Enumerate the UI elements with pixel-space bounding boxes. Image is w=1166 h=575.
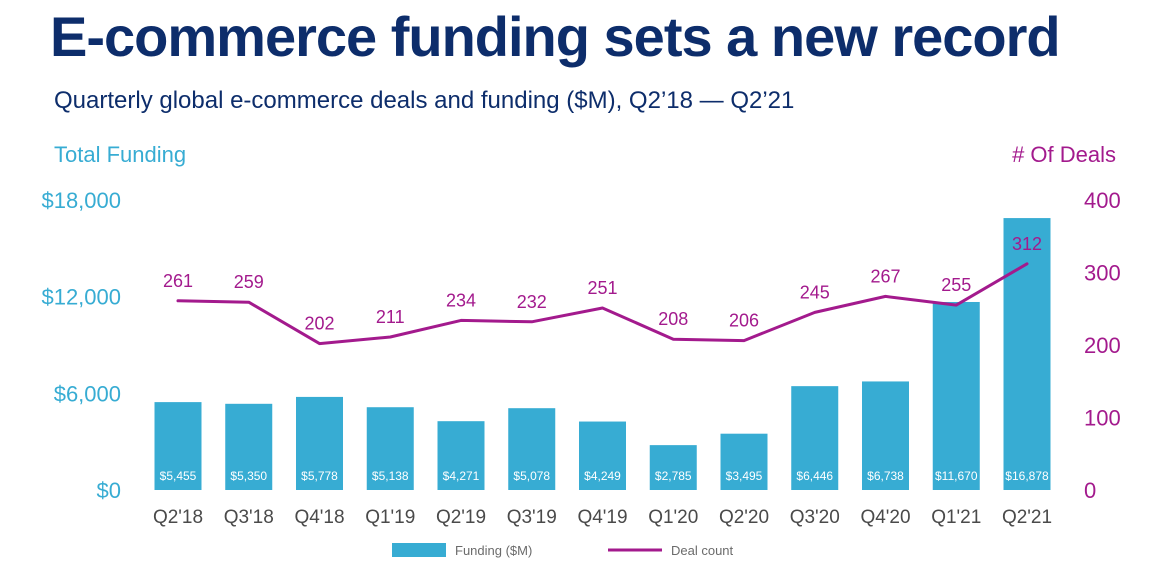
funding-bar xyxy=(154,402,202,490)
y-right-tick-label: 100 xyxy=(1084,406,1121,431)
y-left-tick-label: $12,000 xyxy=(41,285,121,310)
deal-count-label: 255 xyxy=(941,275,971,295)
deal-count-label: 211 xyxy=(376,307,405,327)
x-tick-label: Q3'20 xyxy=(790,507,840,528)
funding-bar xyxy=(649,445,697,490)
y-left-tick-label: $0 xyxy=(97,478,121,503)
deal-count-line xyxy=(176,262,1029,346)
deal-count-label: 208 xyxy=(658,309,688,329)
y-left-tick-label: $6,000 xyxy=(54,381,121,406)
x-tick-label: Q2'18 xyxy=(153,507,203,528)
funding-bar xyxy=(791,386,839,490)
funding-bar xyxy=(862,381,909,490)
x-tick-label: Q1'19 xyxy=(365,507,415,528)
funding-bar-label: $11,670 xyxy=(935,469,978,483)
deal-count-label: 261 xyxy=(163,271,193,291)
funding-bar xyxy=(579,421,626,490)
deal-count-label: 234 xyxy=(446,290,476,310)
deal-count-label: 245 xyxy=(800,282,830,302)
funding-bar-label: $5,078 xyxy=(513,469,550,483)
x-tick-label: Q3'19 xyxy=(507,507,557,528)
x-tick-label: Q1'21 xyxy=(931,507,981,528)
y-left-tick-label: $18,000 xyxy=(41,188,121,213)
chart-title: E-commerce funding sets a new record xyxy=(50,5,1061,68)
y-right-tick-label: 0 xyxy=(1084,478,1096,503)
funding-bar xyxy=(366,407,414,490)
deal-count-label: 232 xyxy=(517,292,547,312)
x-tick-label: Q2'20 xyxy=(719,507,769,528)
funding-bar xyxy=(720,433,768,490)
funding-bar-label: $5,138 xyxy=(372,469,409,483)
x-tick-label: Q2'21 xyxy=(1002,507,1052,528)
legend-deal-label: Deal count xyxy=(671,543,734,558)
deal-count-label: 206 xyxy=(729,311,759,331)
x-tick-label: Q4'20 xyxy=(860,507,910,528)
funding-bar-label: $6,446 xyxy=(796,469,833,483)
y-right-axis-title: # Of Deals xyxy=(1012,142,1116,167)
funding-bar xyxy=(296,396,343,490)
deal-count-label: 251 xyxy=(587,278,617,298)
legend-funding-swatch xyxy=(392,543,446,557)
y-right-tick-label: 400 xyxy=(1084,188,1121,213)
funding-bar xyxy=(225,403,273,490)
x-tick-label: Q4'18 xyxy=(294,507,344,528)
funding-bar-label: $5,778 xyxy=(301,469,338,483)
funding-bar xyxy=(1003,218,1051,490)
funding-bar-label: $5,350 xyxy=(230,469,267,483)
deal-count-label: 267 xyxy=(870,266,900,286)
deal-count-label: 259 xyxy=(234,272,264,292)
chart-subtitle: Quarterly global e-commerce deals and fu… xyxy=(54,87,795,114)
funding-bar-label: $4,271 xyxy=(443,469,480,483)
y-right-tick-label: 200 xyxy=(1084,333,1121,358)
funding-bar-label: $4,249 xyxy=(584,469,621,483)
funding-bar xyxy=(508,408,556,490)
x-tick-label: Q1'20 xyxy=(648,507,698,528)
x-tick-label: Q4'19 xyxy=(577,507,627,528)
funding-bar-label: $2,785 xyxy=(655,469,692,483)
funding-bar-label: $3,495 xyxy=(726,469,763,483)
funding-bar-label: $6,738 xyxy=(867,469,904,483)
funding-bar xyxy=(437,421,485,490)
y-right-tick-label: 300 xyxy=(1084,261,1121,286)
funding-bar-label: $16,878 xyxy=(1005,469,1049,483)
deal-count-label: 202 xyxy=(304,314,334,334)
y-left-axis-title: Total Funding xyxy=(54,142,186,167)
deal-count-label: 312 xyxy=(1012,234,1042,254)
funding-bar-label: $5,455 xyxy=(160,469,197,483)
x-tick-label: Q2'19 xyxy=(436,507,486,528)
x-tick-label: Q3'18 xyxy=(224,507,274,528)
funding-bar xyxy=(932,301,980,490)
legend-funding-label: Funding ($M) xyxy=(455,543,532,558)
